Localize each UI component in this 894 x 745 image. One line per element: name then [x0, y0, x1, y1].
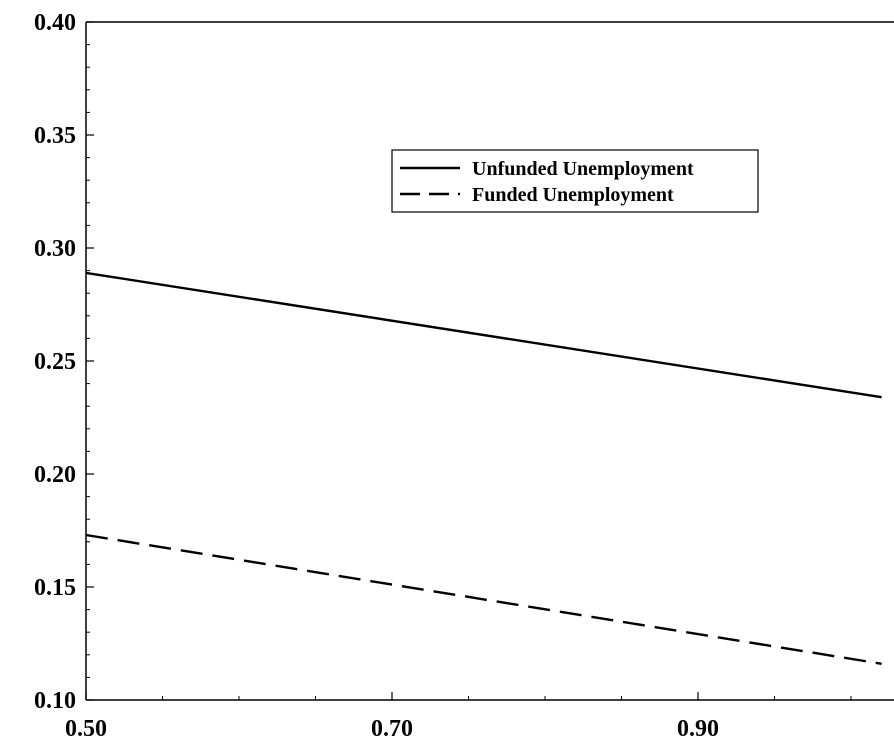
y-tick-label-1: 0.15: [34, 575, 76, 601]
x-tick-label-0: 0.50: [65, 716, 107, 742]
axis-ticks: [85, 21, 852, 701]
series-line-funded: [85, 533, 882, 665]
y-tick-label-3: 0.25: [34, 349, 76, 375]
y-tick-label-5: 0.35: [34, 123, 76, 149]
legend-box: [391, 149, 759, 213]
x-tick-label-1: 0.70: [371, 716, 413, 742]
series-line-unfunded: [85, 271, 882, 399]
legend-label-1: Funded Unemployment: [472, 184, 674, 206]
legend: Unfunded Unemployment Funded Unemployment: [391, 149, 759, 213]
y-tick-label-0: 0.10: [34, 688, 76, 714]
x-tick-label-2: 0.90: [677, 716, 719, 742]
y-tick-label-4: 0.30: [34, 236, 76, 262]
y-tick-label-6: 0.40: [34, 10, 76, 36]
plot-area: [85, 21, 894, 701]
legend-label-0: Unfunded Unemployment: [472, 158, 694, 180]
tick-labels: 0.10 0.15 0.20 0.25 0.30 0.35 0.40 0.50 0.70 0.90: [34, 10, 719, 742]
y-tick-label-2: 0.20: [34, 462, 76, 488]
series-group: [85, 271, 882, 665]
